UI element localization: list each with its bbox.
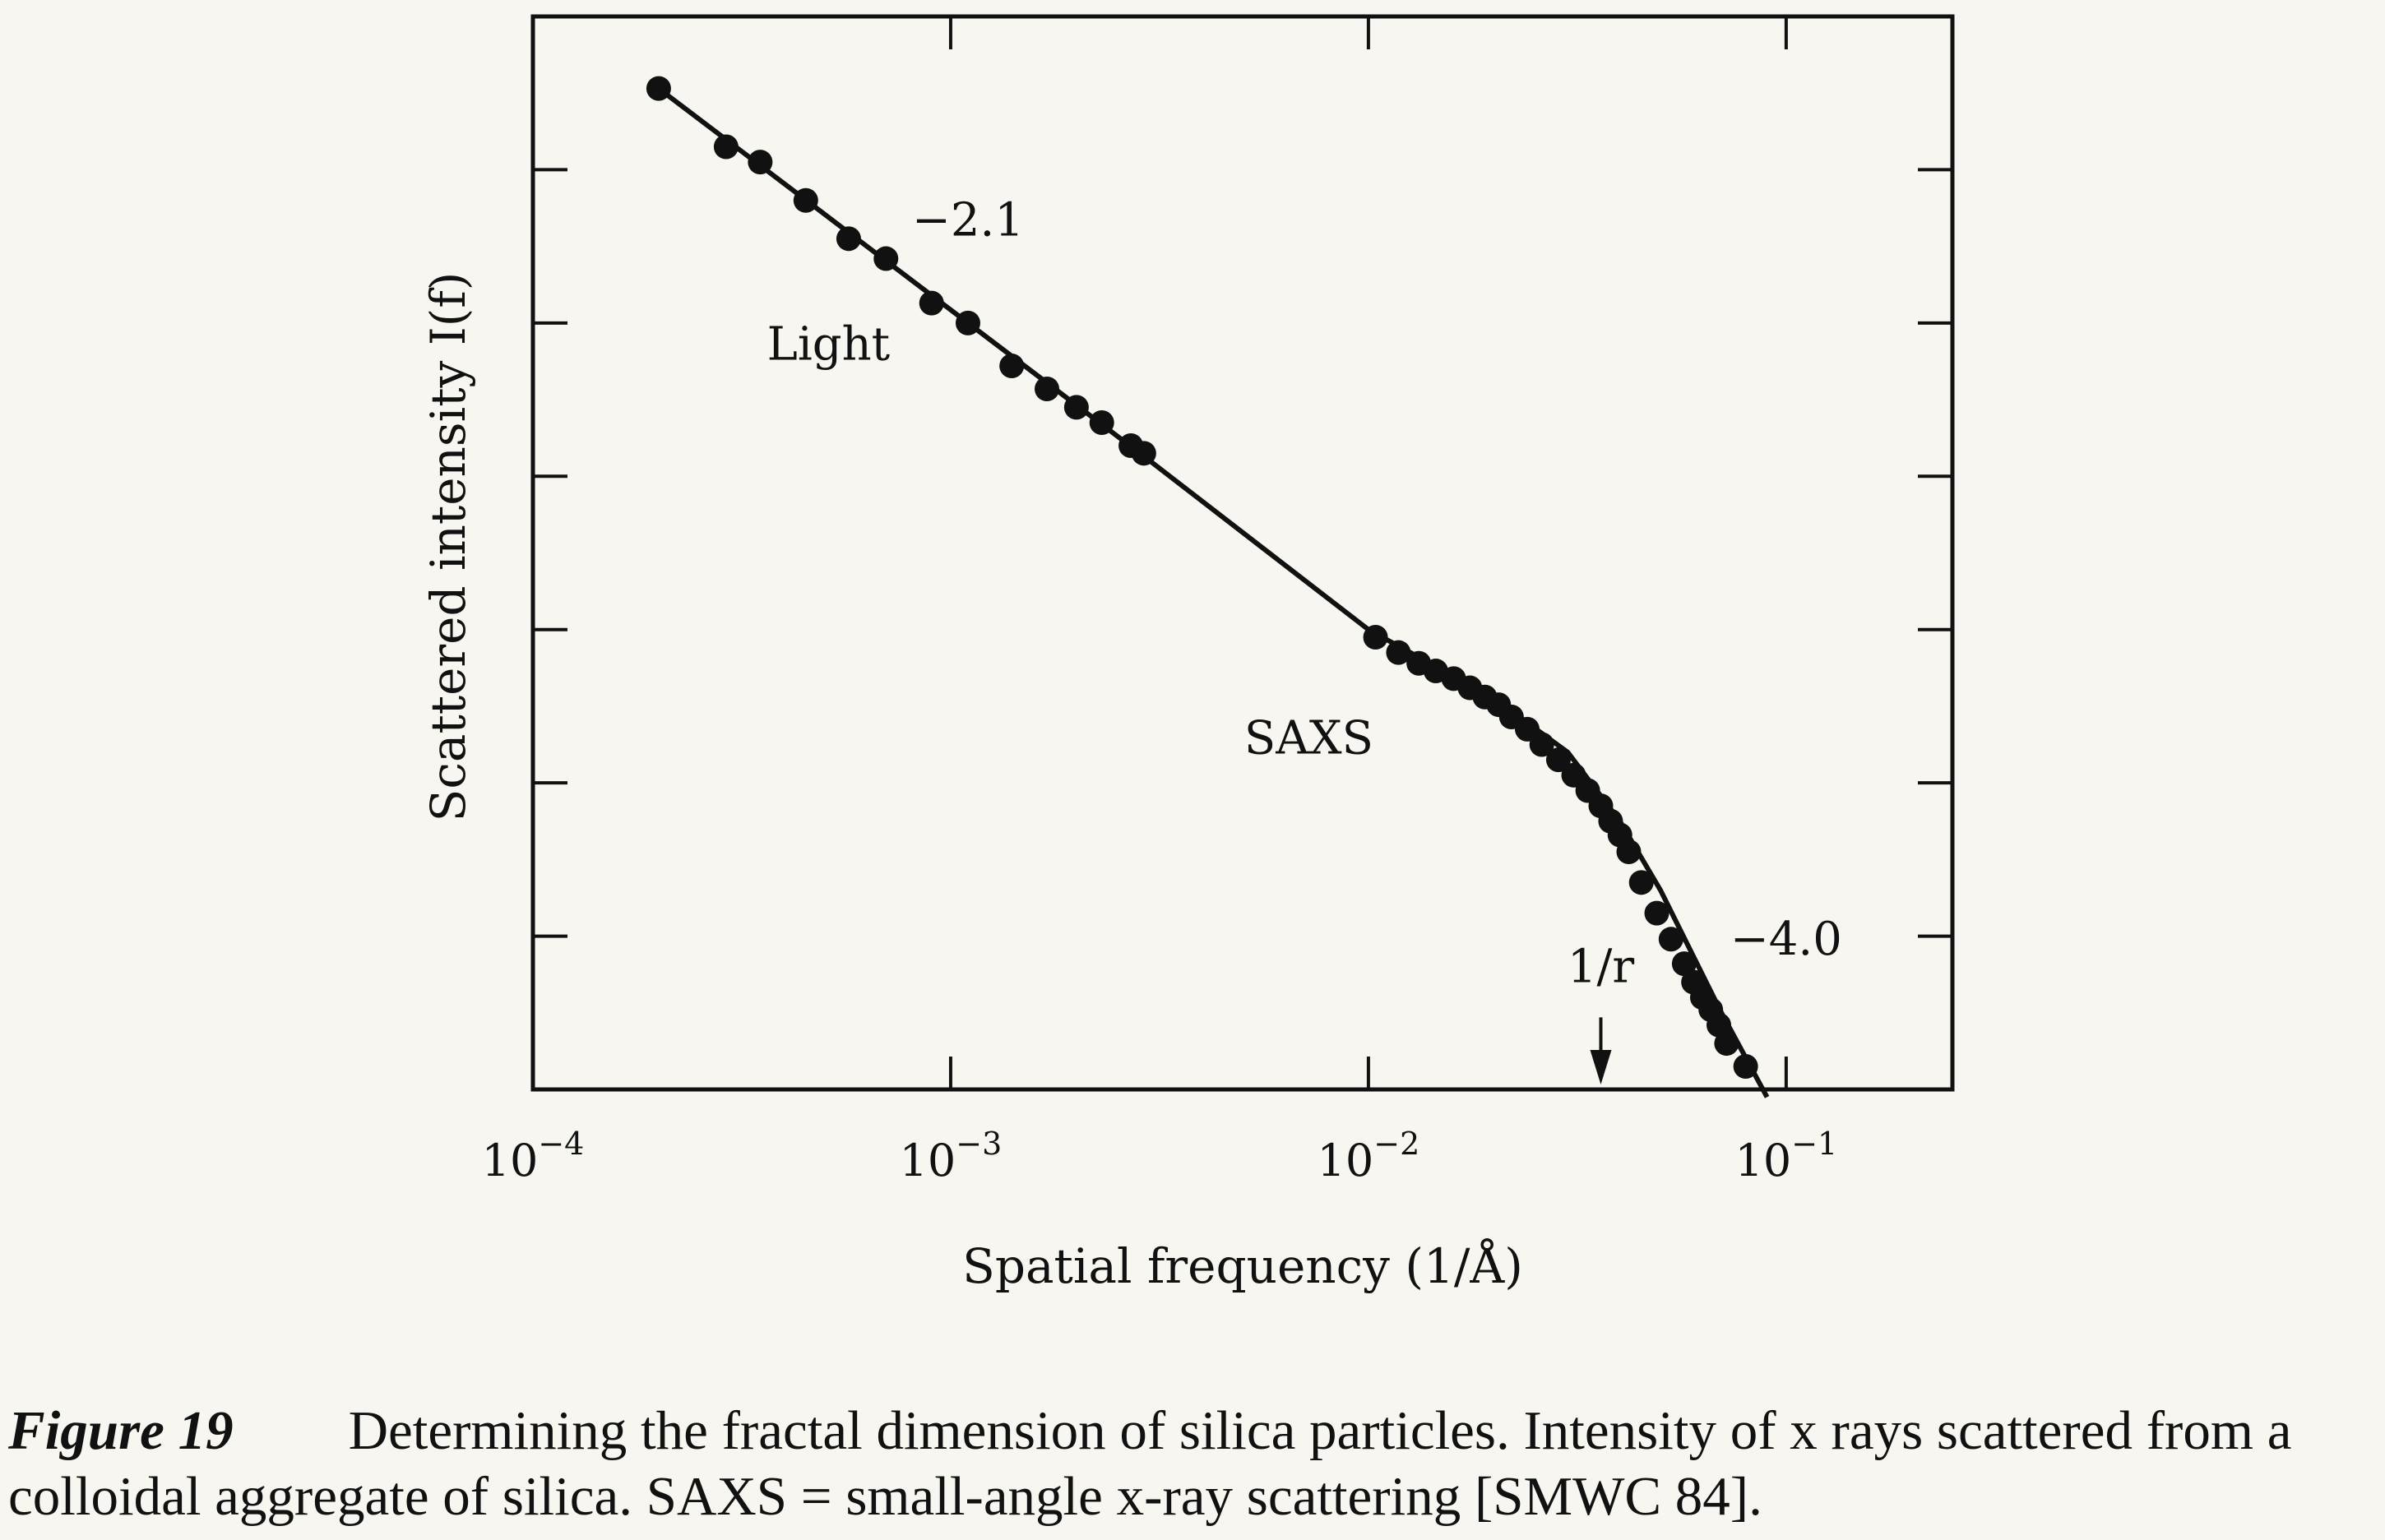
x-tick-label: 10−4 <box>482 1126 585 1186</box>
caption-text: Determining the fractal dimension of sil… <box>8 1400 2292 1527</box>
x-tick-label: 10−3 <box>900 1126 1003 1186</box>
x-tick-label: 10−2 <box>1318 1126 1420 1186</box>
data-point <box>955 310 980 335</box>
x-axis-label: Spatial frequency (1/Å) <box>962 1238 1523 1294</box>
annotation-label: Light <box>767 318 891 372</box>
data-point <box>1063 395 1089 420</box>
annotation-label: 1/r <box>1568 941 1634 994</box>
arrow-head <box>1590 1050 1612 1084</box>
figure-caption: Figure 19 Determining the fractal dimensi… <box>8 1398 2377 1529</box>
data-point <box>919 290 944 316</box>
annotation-label: −2.1 <box>912 194 1024 247</box>
data-point <box>1671 951 1697 977</box>
data-point <box>1035 377 1060 402</box>
data-point <box>873 246 899 271</box>
data-point <box>1616 839 1642 865</box>
annotation-label: SAXS <box>1244 712 1373 765</box>
data-point <box>1545 747 1571 773</box>
data-point <box>1089 410 1114 436</box>
data-point <box>1644 900 1670 926</box>
x-tick-label: 10−1 <box>1734 1126 1837 1186</box>
data-point <box>1386 640 1411 665</box>
data-point <box>1628 870 1654 895</box>
data-point <box>836 226 861 252</box>
data-point <box>1515 716 1540 742</box>
caption-label: Figure 19 <box>8 1400 234 1461</box>
plot-frame <box>530 14 1955 1092</box>
data-point <box>1733 1054 1758 1080</box>
data-point <box>748 150 773 175</box>
y-axis-label: Scattered intensity I(f) <box>420 272 476 822</box>
data-point <box>1529 732 1554 757</box>
data-point <box>646 76 671 101</box>
data-point <box>999 354 1025 379</box>
data-point <box>1714 1031 1739 1057</box>
data-point <box>713 134 739 160</box>
data-point <box>1131 441 1156 466</box>
data-point <box>1658 927 1683 952</box>
data-point <box>793 187 818 213</box>
data-point <box>1363 625 1388 650</box>
annotation-label: −4.0 <box>1730 913 1842 966</box>
